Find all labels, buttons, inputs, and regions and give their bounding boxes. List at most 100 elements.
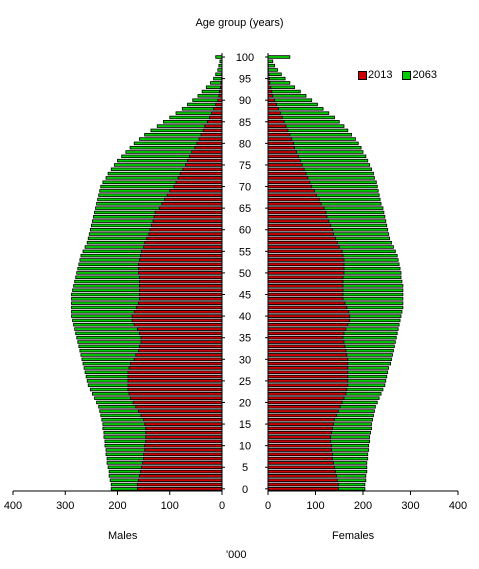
bar-males-2013-age-58 [146,236,223,241]
legend-label-2013: 2013 [368,69,393,81]
bar-females-2013-age-40 [267,314,351,318]
bar-females-2013-age-37 [267,327,347,331]
legend-entry-2063: 2063 [402,69,437,81]
bar-males-2013-age-3 [139,474,223,478]
bar-males-2013-age-29 [130,361,223,366]
bar-males-2013-age-81 [198,137,223,141]
y-tick-label-55: 55 [239,246,251,258]
bar-males-2013-age-27 [127,370,223,374]
bar-females-2013-age-29 [267,361,349,366]
bar-males-2063-age-100 [215,55,223,59]
bar-males-2013-age-88 [213,107,223,111]
bar-males-2013-age-9 [144,448,223,452]
bar-males-2013-age-63 [153,215,223,219]
bar-females-2013-age-2 [267,478,338,482]
bar-males-2013-age-72 [177,176,223,180]
bar-females-2063-age-95 [267,76,286,81]
bar-males-2013-age-38 [133,322,223,327]
bar-females-2013-age-64 [267,210,327,215]
bar-males-2013-age-31 [135,353,223,357]
bar-females-2013-age-38 [267,322,349,327]
bar-females-2013-age-63 [267,215,328,219]
bar-males-2013-age-44 [139,297,223,301]
bar-females-2063-age-97 [267,68,278,72]
bar-females-2013-age-89 [267,102,277,107]
bar-females-2063-age-96 [267,72,282,77]
bar-males-2013-age-28 [128,366,223,370]
bar-males-2013-age-2 [137,478,223,482]
bar-males-2013-age-43 [137,301,223,305]
bar-males-2013-age-40 [131,314,223,318]
bar-females-2013-age-6 [267,461,334,465]
bar-females-2013-age-46 [267,288,344,292]
x-tick-label-males-300: 300 [56,500,74,512]
bar-males-2063-age-97 [217,68,223,72]
bar-females-2013-age-31 [267,353,348,357]
bar-females-2013-age-78 [267,150,297,154]
bar-females-2013-age-60 [267,227,333,232]
bar-males-2013-age-64 [154,210,223,215]
bar-females-2013-age-55 [267,249,343,254]
y-tick-label-85: 85 [239,117,251,129]
bar-females-2013-age-49 [267,275,344,279]
bar-females-2013-age-67 [267,197,320,202]
bar-males-2013-age-37 [136,327,223,331]
bar-females-2013-age-73 [267,171,307,176]
bar-females-2013-age-54 [267,253,344,258]
bar-males-2013-age-57 [144,240,223,245]
bar-males-2013-age-66 [161,202,223,206]
bar-males-2013-age-36 [139,331,223,336]
bar-males-2013-age-76 [187,158,223,163]
bar-males-2013-age-22 [128,392,223,396]
bar-males-2013-age-74 [182,167,223,172]
bar-females-2013-age-27 [267,370,349,374]
y-tick-label-35: 35 [239,333,251,345]
bar-females-2013-age-45 [267,292,344,297]
y-tick-label-80: 80 [239,138,251,150]
y-tick-label-15: 15 [239,419,251,431]
bar-females-2013-age-51 [267,266,345,271]
bar-females-2063-age-98 [267,63,276,68]
bar-males-2013-age-11 [145,439,223,444]
bar-females-2013-age-42 [267,305,348,310]
bar-females-2013-age-53 [267,258,345,262]
bar-females-2013-age-47 [267,284,344,288]
bar-females-2013-age-10 [267,443,333,448]
bar-males-2013-age-23 [127,387,223,392]
bar-males-2013-age-52 [137,262,223,267]
bar-females-2013-age-79 [267,145,296,150]
bar-males-2013-age-25 [127,379,223,383]
bar-females-2013-age-81 [267,137,293,141]
bar-males-2013-age-87 [211,111,223,115]
bar-females-2013-age-84 [267,124,287,128]
bar-females-2013-age-21 [267,396,345,400]
bar-males-2063-age-93 [205,85,223,89]
bar-males-2013-age-49 [139,275,223,279]
bar-males-2013-age-89 [215,102,223,107]
bar-males-2013-age-56 [143,245,223,249]
bar-females-2013-age-39 [267,318,351,323]
bar-females-2013-age-33 [267,344,346,349]
bar-males-2013-age-73 [179,171,223,176]
bar-females-2013-age-30 [267,357,349,362]
bar-males-2013-age-15 [144,422,223,426]
bar-males-2013-age-50 [137,271,223,275]
bar-females-2013-age-26 [267,374,349,379]
legend-swatch-2013 [358,70,367,80]
bar-females-2013-age-36 [267,331,345,336]
bar-males-2013-age-26 [127,374,223,379]
bar-males-2013-age-71 [175,180,223,184]
bar-females-2013-age-65 [267,206,325,210]
bar-males-2013-age-7 [143,456,223,461]
males-axis-label: Males [108,530,138,542]
x-tick-label-males-100: 100 [161,500,179,512]
bar-males-2013-age-47 [139,284,223,288]
bar-males-2013-age-1 [136,482,223,487]
bar-males-2013-age-65 [158,206,223,210]
bar-males-2013-age-33 [139,344,223,349]
bar-females-2013-age-75 [267,163,303,167]
y-tick-label-70: 70 [239,182,251,194]
x-tick-label-males-400: 400 [4,500,22,512]
legend-swatch-2063 [402,70,412,80]
